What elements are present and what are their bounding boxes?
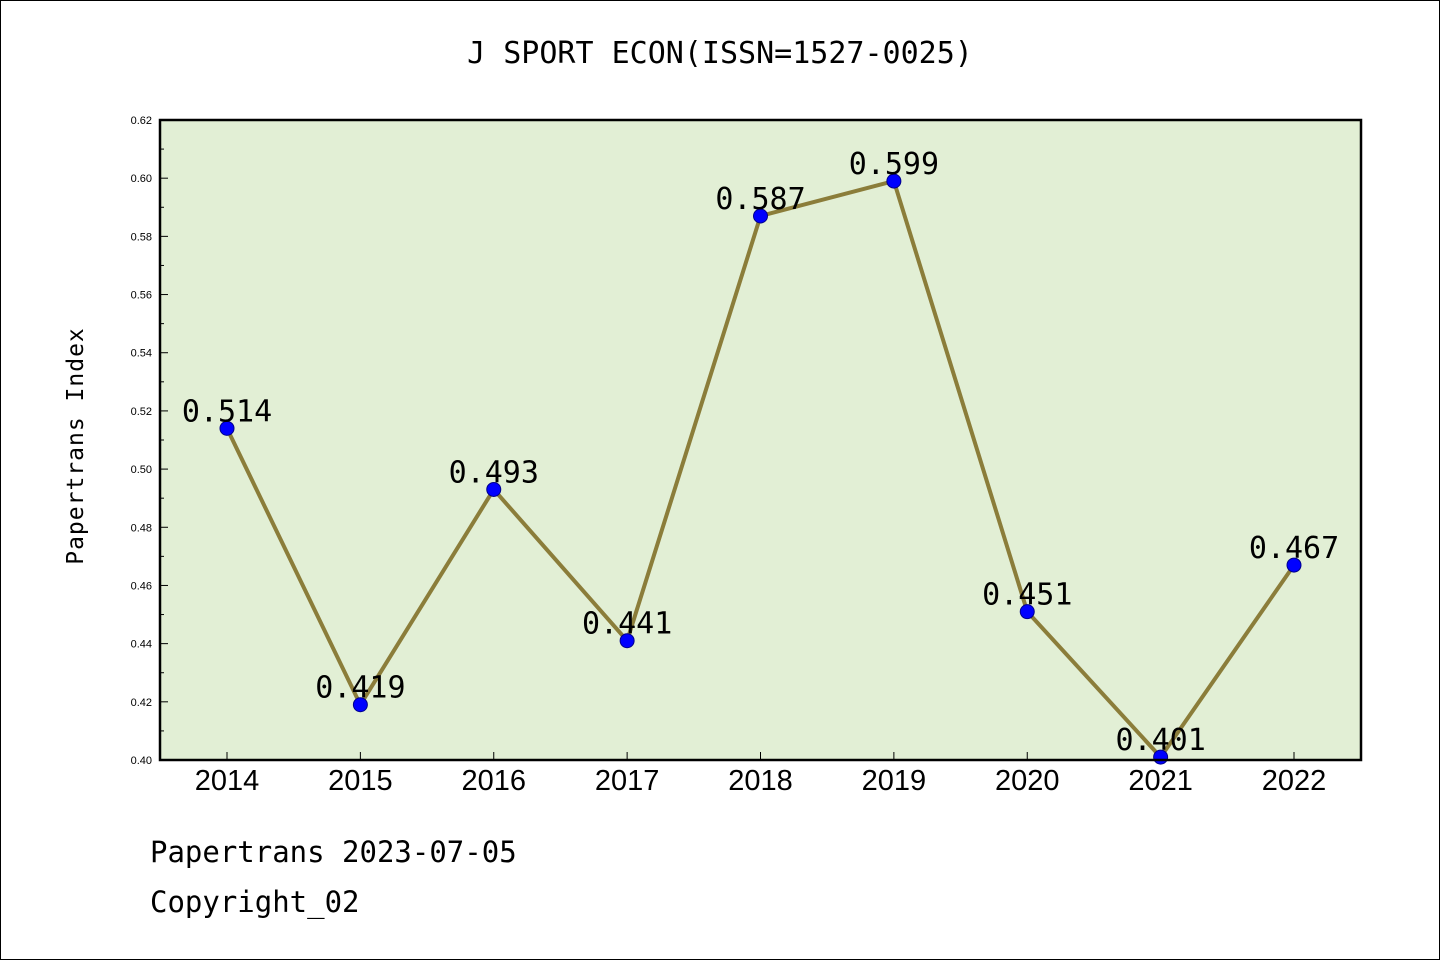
x-tick-label: 2015 — [328, 765, 393, 797]
x-tick-label: 2017 — [595, 765, 660, 797]
data-point — [619, 633, 635, 649]
y-tick-label: 0.54 — [131, 348, 152, 360]
data-label: 0.451 — [982, 578, 1072, 613]
chart-title: J SPORT ECON(ISSN=1527-0025) — [467, 36, 973, 71]
footer-copyright: Copyright_02 — [150, 885, 360, 919]
data-point — [886, 173, 902, 189]
y-tick-label: 0.42 — [131, 697, 152, 709]
y-tick-label: 0.46 — [131, 580, 152, 592]
x-tick-label: 2022 — [1262, 765, 1327, 797]
data-label: 0.441 — [582, 607, 672, 642]
y-tick-label: 0.40 — [131, 755, 152, 767]
data-point — [352, 697, 368, 713]
data-point — [1019, 604, 1035, 620]
y-tick-label: 0.62 — [131, 115, 152, 127]
data-label: 0.514 — [182, 394, 272, 429]
plot-area — [160, 120, 1361, 760]
data-label: 0.401 — [1115, 723, 1205, 758]
x-tick-label: 2016 — [461, 765, 526, 797]
plot-border — [158, 118, 1363, 762]
y-tick-label: 0.52 — [131, 406, 152, 418]
data-label: 0.587 — [715, 182, 805, 217]
x-tick-label: 2019 — [862, 765, 927, 797]
x-tick-label: 2014 — [195, 765, 260, 797]
data-label: 0.467 — [1249, 531, 1339, 566]
y-tick-label: 0.60 — [131, 173, 152, 185]
data-label: 0.599 — [849, 147, 939, 182]
y-tick-label: 0.56 — [131, 290, 152, 302]
footer-date: Papertrans 2023-07-05 — [150, 835, 517, 869]
x-tick-label: 2018 — [728, 765, 793, 797]
x-tick-label: 2021 — [1128, 765, 1193, 797]
y-tick-label: 0.48 — [131, 522, 152, 534]
y-tick-label: 0.50 — [131, 464, 152, 476]
data-label: 0.419 — [315, 671, 405, 706]
data-point — [219, 420, 235, 436]
data-point — [486, 481, 502, 497]
y-tick-label: 0.58 — [131, 231, 152, 243]
data-label: 0.493 — [449, 455, 539, 490]
data-point — [1286, 557, 1302, 573]
x-tick-label: 2020 — [995, 765, 1060, 797]
data-point — [753, 208, 768, 224]
y-tick-label: 0.44 — [131, 639, 152, 651]
